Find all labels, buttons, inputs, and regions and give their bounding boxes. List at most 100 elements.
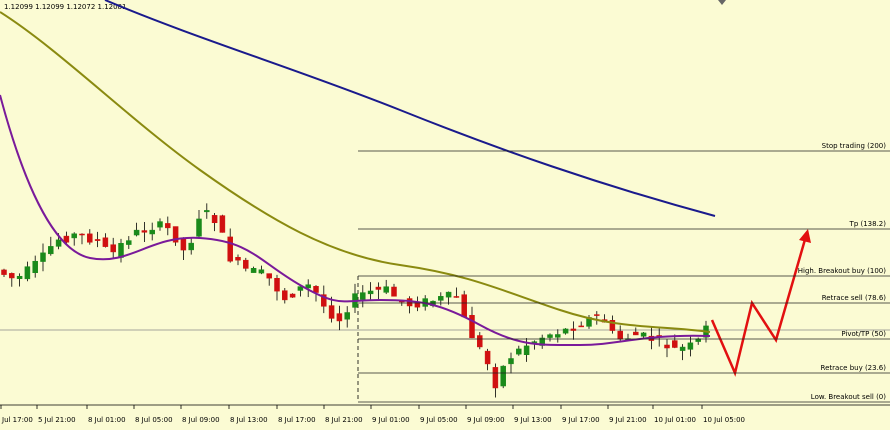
- candle-body: [664, 344, 670, 349]
- time-label: 8 Jul 13:00: [230, 416, 268, 424]
- candle-body: [594, 314, 600, 316]
- arrow-head: [799, 229, 811, 243]
- candle-body: [71, 233, 77, 239]
- candle-body: [570, 328, 577, 331]
- candle-body: [133, 229, 140, 236]
- ma-slow: [104, 0, 716, 217]
- candle-body: [157, 221, 163, 228]
- candle-body: [196, 218, 202, 237]
- time-label: 10 Jul 05:00: [703, 416, 745, 424]
- candle-body: [484, 350, 491, 365]
- candle-body: [24, 266, 31, 280]
- time-label: 5 Jul 21:00: [38, 416, 76, 424]
- candle-body: [219, 215, 226, 233]
- time-label: 8 Jul 21:00: [325, 416, 363, 424]
- candle-body: [500, 365, 506, 387]
- candle-body: [633, 331, 639, 336]
- time-label: 10 Jul 01:00: [654, 416, 696, 424]
- candle-body: [640, 332, 647, 337]
- ma-fast: [0, 94, 711, 347]
- time-label: 8 Jul 09:00: [182, 416, 220, 424]
- candle-body: [141, 230, 148, 233]
- candle-body: [289, 293, 296, 298]
- candle-body: [461, 294, 467, 318]
- candle-body: [165, 223, 171, 229]
- scroll-marker: [718, 0, 726, 5]
- candle-body: [250, 268, 257, 273]
- candle-body: [94, 239, 101, 241]
- candle-body: [87, 233, 93, 243]
- candle-body: [492, 367, 499, 389]
- candle-body: [40, 252, 46, 262]
- candle-body: [555, 334, 561, 338]
- candle-body: [282, 290, 288, 301]
- candle-body: [547, 334, 553, 338]
- candle-body: [336, 313, 343, 322]
- time-label: 8 Jul 17:00: [278, 416, 316, 424]
- fib-label: Retrace buy (23.6): [821, 364, 887, 372]
- ma-mid: [0, 11, 711, 333]
- candle-body: [149, 229, 155, 235]
- time-label: 9 Jul 09:00: [467, 416, 505, 424]
- candle-body: [172, 226, 179, 243]
- candle-body: [383, 286, 389, 293]
- candle-body: [32, 260, 38, 274]
- candle-body: [609, 320, 616, 331]
- candle-body: [305, 284, 311, 289]
- candle-body: [16, 275, 23, 279]
- candle-body: [578, 325, 584, 328]
- candle-body: [516, 348, 522, 355]
- candle-body: [367, 290, 374, 295]
- candle-body: [375, 286, 382, 290]
- candle-body: [617, 330, 623, 340]
- candle-body: [360, 292, 366, 300]
- fib-label: Pivot/TP (50): [841, 330, 886, 338]
- candle-body: [274, 278, 280, 292]
- candles: [1, 203, 709, 398]
- time-label: Jul 17:00: [1, 416, 33, 424]
- fib-label: Stop trading (200): [822, 142, 887, 150]
- candle-body: [204, 210, 210, 213]
- candle-body: [63, 235, 70, 243]
- candle-body: [531, 341, 538, 343]
- candle-body: [297, 286, 304, 291]
- fib-label: Tp (138.2): [849, 220, 887, 228]
- candle-body: [48, 246, 54, 255]
- candle-body: [328, 305, 335, 319]
- candle-body: [562, 328, 569, 334]
- candle-body: [679, 346, 686, 351]
- candle-body: [321, 294, 327, 307]
- candle-body: [687, 342, 694, 350]
- candle-body: [79, 233, 85, 236]
- candle-body: [438, 296, 444, 301]
- time-label: 9 Jul 13:00: [514, 416, 552, 424]
- candle-body: [477, 335, 483, 348]
- candle-body: [211, 215, 218, 224]
- candle-body: [188, 242, 194, 251]
- time-label: 8 Jul 01:00: [88, 416, 126, 424]
- candle-body: [453, 296, 460, 298]
- candle-body: [243, 259, 249, 269]
- time-label: 9 Jul 17:00: [562, 416, 600, 424]
- time-label: 9 Jul 21:00: [609, 416, 647, 424]
- fib-label: Retrace sell (78.6): [822, 294, 887, 302]
- candle-body: [227, 236, 233, 262]
- candle-body: [180, 237, 187, 251]
- time-label: 8 Jul 05:00: [135, 416, 173, 424]
- candle-body: [110, 244, 116, 253]
- candle-body: [266, 273, 272, 279]
- candle-body: [672, 340, 678, 348]
- quote-header: 1.12099 1.12099 1.12072 1.12081: [4, 3, 126, 11]
- candle-body: [258, 269, 265, 274]
- candle-body: [102, 237, 109, 247]
- forecast-arrow: [710, 235, 808, 377]
- candle-body: [469, 315, 475, 339]
- fib-label: High. Breakout buy (100): [798, 267, 886, 275]
- candle-body: [445, 291, 452, 298]
- candle-body: [508, 358, 514, 365]
- candle-body: [55, 239, 62, 247]
- candle-body: [391, 286, 397, 297]
- time-label: 9 Jul 05:00: [420, 416, 458, 424]
- candle-body: [9, 273, 15, 279]
